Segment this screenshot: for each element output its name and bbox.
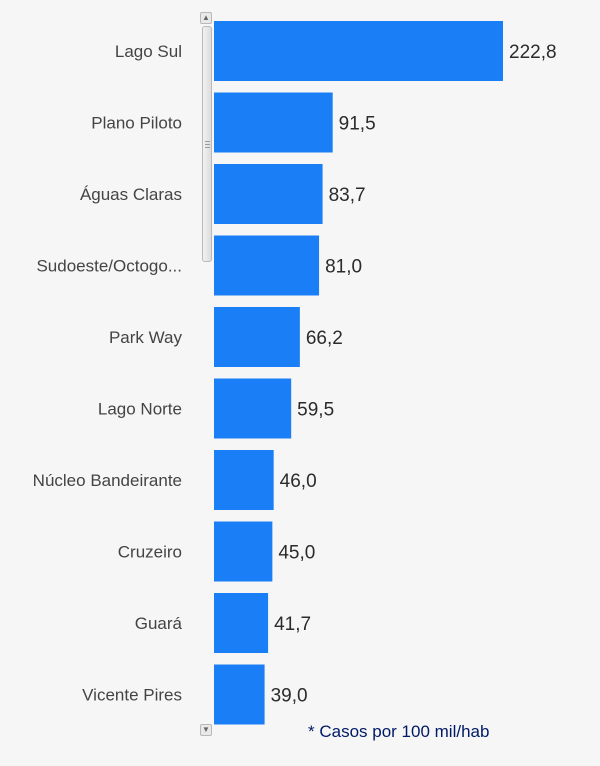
bar <box>214 593 269 653</box>
grip-line <box>205 141 210 142</box>
scroll-down-button[interactable]: ▼ <box>200 724 212 736</box>
value-label: 66,2 <box>306 328 343 349</box>
scroll-up-button[interactable]: ▲ <box>200 12 212 24</box>
bar <box>214 521 273 582</box>
grip-line <box>205 144 210 145</box>
category-label: Núcleo Bandeirante <box>33 471 182 490</box>
category-label: Park Way <box>109 328 183 347</box>
bar <box>214 21 503 81</box>
footnote: * Casos por 100 mil/hab <box>308 722 490 741</box>
bar <box>214 235 320 296</box>
value-label: 46,0 <box>280 471 317 492</box>
value-label: 81,0 <box>325 257 362 278</box>
scroll-thumb[interactable] <box>202 26 212 262</box>
category-label: Lago Sul <box>115 42 182 61</box>
value-label: 91,5 <box>339 114 376 135</box>
category-label: Lago Norte <box>98 400 182 419</box>
grip-line <box>205 147 210 148</box>
category-label: Guará <box>135 614 183 633</box>
bar <box>214 378 292 439</box>
category-label: Vicente Pires <box>82 686 182 705</box>
value-label: 83,7 <box>329 185 366 206</box>
value-label: 59,5 <box>297 400 334 421</box>
category-label: Plano Piloto <box>91 114 182 133</box>
value-label: 39,0 <box>271 686 308 707</box>
chevron-up-icon: ▲ <box>202 13 210 22</box>
bar <box>214 664 265 725</box>
value-label: 41,7 <box>274 614 311 635</box>
bar <box>214 164 323 224</box>
category-label: Sudoeste/Octogo... <box>36 257 182 276</box>
chevron-down-icon: ▼ <box>202 725 210 734</box>
value-label: 45,0 <box>278 543 315 564</box>
bars-layer: Lago Sul 222,8 Plano Piloto 91,5 Águas Clara… <box>33 21 557 725</box>
vertical-scrollbar[interactable]: ▲ ▼ <box>200 12 212 736</box>
bar <box>214 450 274 510</box>
category-label: Cruzeiro <box>118 543 182 562</box>
bar <box>214 92 333 153</box>
value-label: 222,8 <box>509 42 557 63</box>
scroll-track[interactable] <box>202 26 212 722</box>
category-label: Águas Claras <box>80 185 182 204</box>
bar <box>214 307 300 367</box>
